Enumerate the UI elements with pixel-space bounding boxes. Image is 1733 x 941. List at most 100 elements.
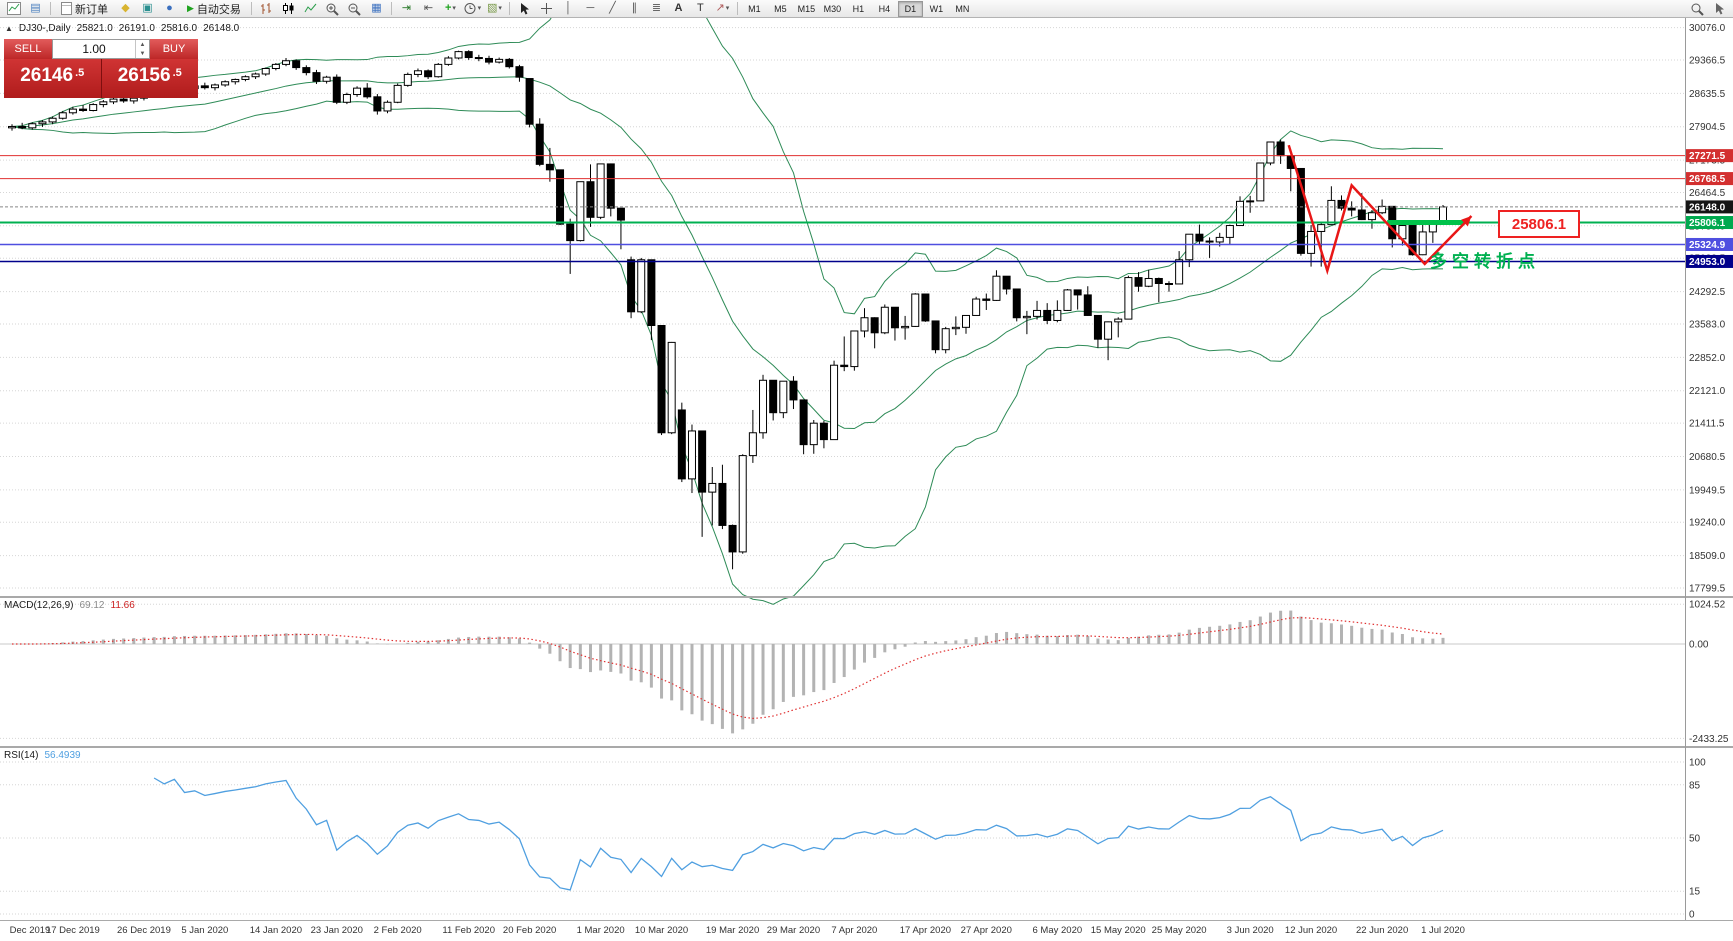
timeframe-m5[interactable]: M5	[774, 3, 787, 14]
candle-body	[708, 482, 717, 493]
candle-body	[921, 293, 930, 322]
zoom-out-icon[interactable]	[344, 0, 365, 18]
candle-body	[1215, 236, 1224, 243]
timeframe-m30[interactable]: M30	[823, 3, 842, 14]
text-icon[interactable]: A	[674, 2, 683, 14]
axis-price-tag	[1686, 237, 1733, 251]
sell-label[interactable]: SELL	[4, 39, 52, 59]
channel-icon[interactable]: ∥	[631, 2, 638, 14]
ohlc-high: 26191.0	[118, 23, 155, 34]
sell-price-button[interactable]: 26146.5	[4, 59, 102, 98]
horizontal-level-lines[interactable]	[0, 155, 1685, 263]
candle-body	[1053, 309, 1062, 321]
pane-separator[interactable]	[0, 920, 1733, 921]
candle-body	[596, 163, 605, 218]
candle-body	[1205, 240, 1214, 243]
candle-body	[1327, 199, 1336, 226]
timeframe-h1[interactable]: H1	[852, 3, 865, 14]
timeframe-m1[interactable]: M1	[748, 3, 761, 14]
candle-body	[38, 121, 47, 125]
horizontal-line-icon[interactable]: ─	[586, 2, 595, 14]
new-chart-icon[interactable]	[3, 0, 24, 18]
date-label: 22 Jun 2020	[1356, 925, 1408, 936]
candle-body	[282, 60, 291, 65]
volume-up-icon[interactable]: ▲	[139, 41, 146, 48]
arrows-button[interactable]: ↗ ▾	[712, 0, 733, 18]
options-icon[interactable]: ●	[166, 2, 173, 14]
candle-body	[1104, 321, 1113, 340]
buy-price-button[interactable]: 26156.5	[101, 59, 198, 98]
toolbar-separator	[50, 2, 51, 15]
price-tick: 19949.5	[1689, 485, 1726, 496]
rsi-value: 56.4939	[44, 750, 81, 761]
trendline-icon[interactable]: ╱	[609, 2, 616, 14]
auto-scroll-icon[interactable]: ⇥	[401, 2, 412, 14]
macd-tick: 1024.52	[1689, 600, 1726, 611]
turning-point-text[interactable]: 多空转折点	[1430, 252, 1540, 271]
volume-value[interactable]: 1.00	[82, 42, 106, 56]
tile-windows-icon[interactable]: ▦	[371, 2, 382, 14]
volume-down-icon[interactable]: ▼	[139, 50, 146, 57]
candlestick-series	[8, 50, 1447, 570]
toolbar-separator	[508, 2, 510, 15]
profiles-icon[interactable]: ▤	[30, 2, 41, 14]
periods-button[interactable]: ▾	[462, 0, 483, 18]
candle-body	[302, 67, 311, 74]
metaeditor-icon[interactable]: ◆	[121, 2, 130, 14]
templates-button[interactable]: ▧ ▾	[484, 0, 505, 18]
volume-stepper[interactable]: 1.00 ▲ ▼	[52, 39, 150, 59]
candle-body	[860, 317, 869, 332]
timeframe-d1[interactable]: D1	[897, 0, 923, 17]
pointer-icon[interactable]	[1709, 0, 1730, 18]
toolbar-separator	[736, 2, 738, 15]
price-tick: 22121.0	[1689, 386, 1726, 397]
candle-body	[1002, 275, 1011, 290]
terminal-icon[interactable]: ▣	[142, 2, 153, 14]
chevron-down-icon: ▾	[498, 5, 502, 12]
toolbar-right-group	[1686, 0, 1730, 18]
fibonacci-icon[interactable]: ≣	[651, 2, 662, 14]
buy-label[interactable]: BUY	[150, 39, 198, 59]
cursor-icon[interactable]	[514, 0, 535, 18]
vertical-line-icon[interactable]: │	[564, 2, 572, 14]
price-tick: 18509.0	[1689, 551, 1726, 562]
candle-body	[1073, 289, 1082, 296]
candle-body	[972, 298, 981, 316]
line-chart-icon[interactable]	[300, 0, 321, 18]
templates-icon: ▧	[486, 2, 498, 14]
autotrading-button[interactable]: ▶ 自动交易	[181, 0, 247, 18]
date-label: 1 Jul 2020	[1421, 925, 1465, 936]
candle-body	[342, 94, 351, 103]
bar-chart-icon[interactable]	[256, 0, 277, 18]
candle-body	[200, 85, 209, 89]
timeframe-mn[interactable]: MN	[955, 3, 970, 14]
search-icon[interactable]	[1686, 0, 1707, 18]
candle-body	[119, 98, 128, 102]
indicators-button[interactable]: + ▾	[440, 0, 461, 18]
candle-body	[332, 76, 341, 103]
timeframe-h4[interactable]: H4	[878, 3, 891, 14]
candle-body	[1418, 231, 1427, 256]
candle-body	[515, 66, 524, 78]
candle-body	[424, 70, 433, 78]
candlestick-chart-icon[interactable]	[278, 0, 299, 18]
zigzag-annotation[interactable]	[1287, 144, 1473, 276]
date-label: 17 Dec 2019	[46, 925, 100, 936]
candle-body	[495, 58, 504, 63]
axis-price-tag-text: 26768.5	[1689, 174, 1726, 185]
pane-separator[interactable]	[0, 746, 1733, 748]
axis-price-tag	[1686, 216, 1733, 230]
timeframe-m15[interactable]: M15	[797, 3, 816, 14]
pane-separator[interactable]	[0, 596, 1733, 598]
candle-body	[525, 78, 534, 125]
new-order-button[interactable]: 新订单	[55, 0, 114, 18]
timeframe-w1[interactable]: W1	[929, 3, 944, 14]
crosshair-icon[interactable]	[536, 0, 557, 18]
price-tick: 17799.5	[1689, 584, 1726, 595]
zoom-in-icon[interactable]	[322, 0, 343, 18]
text-label-icon[interactable]: T	[697, 2, 704, 14]
price-annotation-label[interactable]: 25806.1	[1498, 210, 1580, 238]
chart-shift-icon[interactable]: ⇤	[423, 2, 434, 14]
